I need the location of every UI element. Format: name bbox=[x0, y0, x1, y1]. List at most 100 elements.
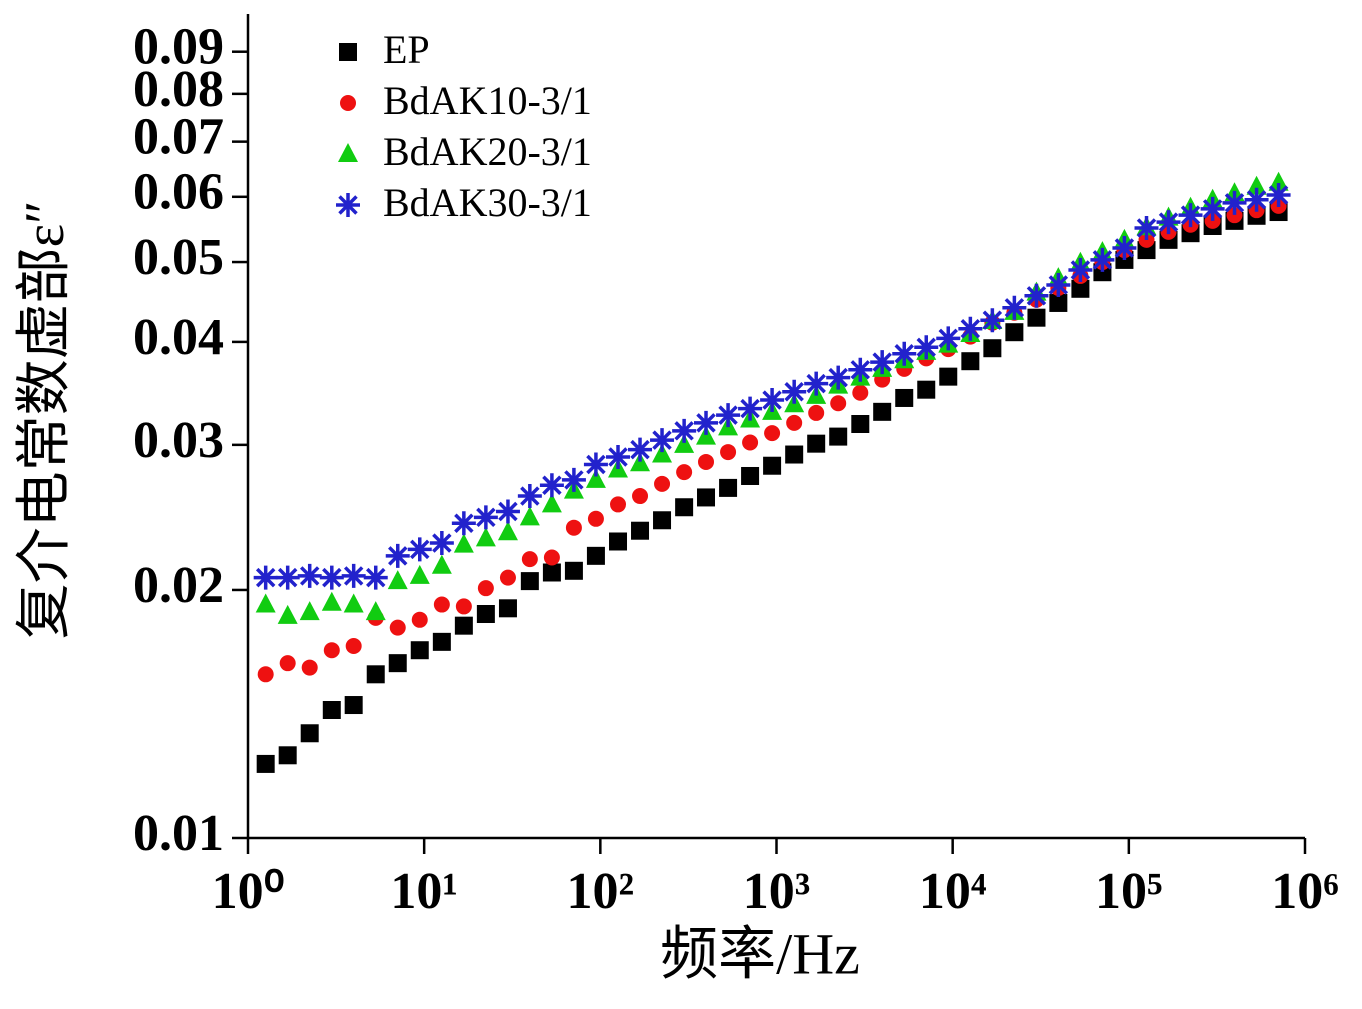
data-point bbox=[1266, 183, 1291, 208]
x-tick-label: 10⁵ bbox=[1095, 863, 1163, 920]
data-point bbox=[958, 316, 983, 341]
data-point bbox=[388, 654, 407, 673]
x-tick-label: 10¹ bbox=[390, 863, 458, 920]
legend-marker bbox=[340, 95, 356, 111]
data-point bbox=[936, 326, 961, 351]
data-point bbox=[498, 599, 517, 618]
x-tick-label: 10⁰ bbox=[212, 863, 285, 920]
data-point bbox=[277, 604, 298, 624]
data-point bbox=[519, 506, 540, 526]
data-point bbox=[407, 537, 432, 562]
data-point bbox=[495, 499, 520, 524]
data-point bbox=[299, 601, 320, 621]
data-point bbox=[1024, 283, 1049, 308]
data-point bbox=[365, 601, 386, 621]
data-point bbox=[630, 452, 651, 472]
data-point bbox=[385, 543, 410, 568]
data-point bbox=[344, 696, 363, 715]
data-point bbox=[1005, 323, 1024, 342]
data-point bbox=[1222, 190, 1247, 215]
data-point bbox=[429, 531, 454, 556]
data-point bbox=[782, 379, 807, 404]
data-point bbox=[675, 498, 694, 517]
data-point bbox=[804, 371, 829, 396]
data-point bbox=[257, 666, 274, 683]
data-point bbox=[631, 521, 650, 540]
data-point bbox=[278, 746, 297, 765]
data-point bbox=[676, 464, 693, 481]
data-point bbox=[520, 572, 539, 591]
data-point bbox=[542, 563, 561, 582]
data-point bbox=[892, 341, 917, 366]
data-point bbox=[719, 478, 738, 497]
data-point bbox=[609, 532, 628, 551]
data-point bbox=[1046, 272, 1071, 297]
data-point bbox=[321, 591, 342, 611]
data-point bbox=[543, 549, 560, 566]
data-point bbox=[1226, 207, 1243, 224]
data-point bbox=[539, 473, 564, 498]
x-tick-label: 10² bbox=[567, 863, 635, 920]
data-point bbox=[454, 616, 473, 635]
data-point bbox=[829, 427, 848, 446]
legend-marker bbox=[338, 143, 358, 162]
data-point bbox=[517, 484, 542, 509]
legend-label: BdAK10-3/1 bbox=[383, 78, 592, 123]
data-point bbox=[807, 434, 826, 453]
data-point bbox=[1090, 247, 1115, 272]
data-point bbox=[1244, 187, 1269, 212]
data-point bbox=[583, 452, 608, 477]
data-point bbox=[411, 611, 428, 628]
y-tick-label: 0.07 bbox=[133, 109, 224, 166]
legend-label: BdAK30-3/1 bbox=[383, 180, 592, 225]
data-point bbox=[477, 580, 494, 597]
data-point bbox=[521, 551, 538, 568]
data-point bbox=[433, 596, 450, 613]
data-point bbox=[698, 453, 715, 470]
data-point bbox=[760, 388, 785, 413]
y-tick-label: 0.05 bbox=[133, 229, 224, 286]
data-point bbox=[652, 443, 673, 463]
data-point bbox=[1268, 171, 1289, 191]
data-point bbox=[565, 519, 582, 536]
data-point bbox=[650, 428, 675, 453]
data-point bbox=[696, 425, 717, 445]
data-point bbox=[826, 365, 851, 390]
data-point bbox=[1134, 215, 1159, 240]
data-point bbox=[785, 445, 804, 464]
data-point bbox=[586, 546, 605, 565]
x-tick-label: 10⁴ bbox=[919, 863, 987, 920]
y-tick-label: 0.08 bbox=[133, 61, 224, 118]
data-point bbox=[431, 554, 452, 574]
data-point bbox=[694, 410, 719, 435]
data-point bbox=[541, 493, 562, 513]
data-point bbox=[674, 433, 695, 453]
data-point bbox=[742, 434, 759, 451]
data-point bbox=[476, 605, 495, 624]
legend-label: BdAK20-3/1 bbox=[383, 129, 592, 174]
data-point bbox=[345, 638, 362, 655]
y-tick-label: 0.04 bbox=[133, 309, 224, 366]
data-point bbox=[255, 593, 276, 613]
data-point bbox=[852, 384, 869, 401]
data-point bbox=[561, 467, 586, 492]
y-tick-label: 0.03 bbox=[133, 412, 224, 469]
data-point bbox=[848, 357, 873, 382]
data-point bbox=[410, 641, 429, 660]
data-point bbox=[697, 488, 716, 507]
data-point bbox=[341, 563, 366, 588]
data-point bbox=[738, 396, 763, 421]
data-point bbox=[917, 380, 936, 399]
data-point bbox=[980, 308, 1005, 333]
data-point bbox=[1246, 175, 1267, 195]
data-point bbox=[764, 425, 781, 442]
data-point bbox=[473, 505, 498, 530]
data-point bbox=[672, 418, 697, 443]
data-point bbox=[387, 570, 408, 590]
data-point bbox=[1049, 293, 1068, 312]
x-tick-label: 10³ bbox=[743, 863, 811, 920]
data-point bbox=[720, 444, 737, 461]
data-point bbox=[564, 561, 583, 580]
data-point bbox=[741, 466, 760, 485]
data-point bbox=[389, 619, 406, 636]
